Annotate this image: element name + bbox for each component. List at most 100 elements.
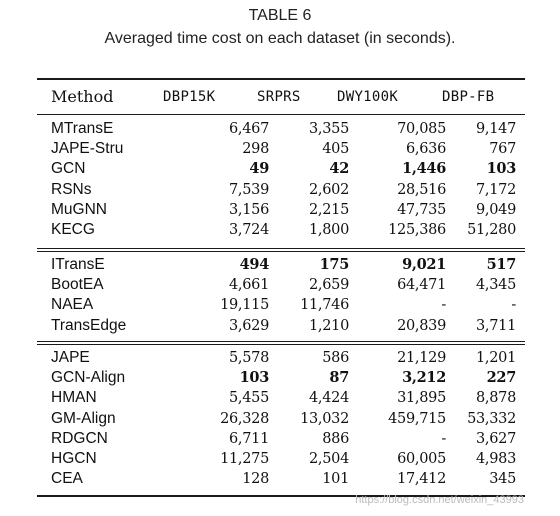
cell-dbp-fb: 53,332 [467,410,516,427]
cell-dwy100k: 9,021 [402,256,446,273]
cell-dbp15k: 49 [249,160,269,178]
table-row: RDGCN 6,711 886 - 3,627 [37,429,525,449]
table-bottom-rule [37,495,525,497]
table-row: HMAN 5,455 4,424 31,895 8,878 [37,388,525,408]
table-group-1: MTransE 6,467 3,355 70,085 9,147 JAPE-Stru 298… [37,119,525,240]
cell-srprs: 2,602 [308,181,349,198]
cell-dbp15k: 4,661 [228,277,269,294]
cell-dbp15k: 6,711 [228,430,269,447]
table-group-rule-1b [37,251,525,252]
header-col-dbp15k: DBP15K [163,89,216,105]
table-row: GCN-Align 103 87 3,212 227 [37,368,525,388]
cell-dwy100k: 1,446 [402,160,446,178]
cell-dbp-fb: 103 [486,160,517,178]
cell-srprs: 405 [322,141,349,158]
cell-dbp15k: 7,539 [228,181,269,198]
cell-dbp-fb: 9,049 [475,201,516,218]
cell-dwy100k: 21,129 [397,350,446,366]
cell-dbp15k: 298 [242,141,269,158]
cell-dbp-fb: 517 [486,256,517,273]
table-group-rule-2b [37,344,525,345]
cell-dbp15k: 103 [239,369,270,387]
table-row: ITransE 494 175 9,021 517 [37,255,525,275]
cell-dbp-fb: 767 [489,141,516,158]
table-group-2: ITransE 494 175 9,021 517 BootEA 4,661 2,659 64,… [37,255,525,336]
cell-dbp-fb: 1,201 [475,350,516,366]
cell-srprs: 42 [329,160,349,178]
method-name: GM-Align [51,409,116,427]
cell-dbp-fb: 9,147 [475,121,516,137]
method-name: BootEA [51,276,104,294]
cell-dwy100k: 28,516 [397,181,446,198]
table-row: CEA 128 101 17,412 345 [37,469,525,489]
cell-dwy100k: - [441,297,446,314]
table-row: JAPE 5,578 586 21,129 1,201 [37,348,525,368]
cell-dbp15k: 11,275 [220,450,269,467]
header-col-srprs: SRPRS [257,89,301,105]
method-name: MuGNN [51,200,107,218]
cell-dwy100k: - [441,430,446,447]
table-row: JAPE-Stru 298 405 6,636 767 [37,139,525,159]
method-name: ITransE [51,256,105,273]
cell-srprs: 4,424 [308,390,349,407]
method-name: RSNs [51,180,92,198]
cell-dbp15k: 494 [239,256,270,273]
method-name: JAPE-Stru [51,140,124,158]
cell-dbp-fb: - [511,297,516,314]
cell-dwy100k: 17,412 [397,471,446,488]
cell-dbp15k: 5,455 [228,390,269,407]
cell-dwy100k: 47,735 [397,201,446,218]
cell-dbp15k: 3,156 [228,201,269,218]
cell-dbp15k: 3,724 [228,221,269,238]
table-row: KECG 3,724 1,800 125,386 51,280 [37,220,525,240]
cell-dbp-fb: 3,711 [475,317,516,334]
header-col-dbp-fb: DBP-FB [442,89,495,105]
method-name: KECG [51,220,95,238]
cell-dwy100k: 3,212 [402,369,446,387]
cell-dbp-fb: 7,172 [475,181,516,198]
cell-dwy100k: 459,715 [388,410,446,427]
cell-dbp15k: 128 [242,471,269,488]
table-row: NAEA 19,115 11,746 - - [37,295,525,315]
table-top-rule [37,78,525,80]
cell-dbp-fb: 51,280 [467,221,516,238]
cell-dwy100k: 70,085 [397,121,446,137]
table-header-rule [37,114,525,115]
method-name: CEA [51,470,83,488]
cell-dbp-fb: 4,983 [475,450,516,467]
cell-dbp-fb: 4,345 [475,277,516,294]
method-name: GCN-Align [51,369,126,387]
cell-dwy100k: 31,895 [397,390,446,407]
cell-srprs: 13,032 [300,410,349,427]
table-header: Method DBP15K SRPRS DWY100K DBP-FB [37,87,525,107]
cell-dbp-fb: 8,878 [475,390,516,407]
cell-dbp15k: 19,115 [220,297,269,314]
table-row: BootEA 4,661 2,659 64,471 4,345 [37,275,525,295]
table-row: GCN 49 42 1,446 103 [37,159,525,179]
cell-dbp15k: 6,467 [228,121,269,137]
method-name: NAEA [51,296,94,314]
cell-srprs: 2,215 [308,201,349,218]
cell-dwy100k: 60,005 [397,450,446,467]
cell-srprs: 87 [329,369,349,387]
method-name: RDGCN [51,429,108,447]
table-row: RSNs 7,539 2,602 28,516 7,172 [37,180,525,200]
header-method: Method [51,87,114,106]
method-name: JAPE [51,349,90,366]
table-row: TransEdge 3,629 1,210 20,839 3,711 [37,316,525,336]
method-name: GCN [51,160,86,178]
cell-srprs: 2,504 [308,450,349,467]
table-row: HGCN 11,275 2,504 60,005 4,983 [37,449,525,469]
table-group-3: JAPE 5,578 586 21,129 1,201 GCN-Align 103 87 3,2… [37,348,525,489]
cell-srprs: 175 [319,256,350,273]
cell-srprs: 1,800 [308,221,349,238]
cell-dwy100k: 6,636 [405,141,446,158]
table-row: GM-Align 26,328 13,032 459,715 53,332 [37,409,525,429]
cell-srprs: 886 [322,430,349,447]
cell-dbp-fb: 345 [489,471,516,488]
watermark: https://blog.csdn.net/weixin_43993 [355,494,524,506]
cell-dwy100k: 125,386 [388,221,446,238]
method-name: HGCN [51,449,97,467]
table-caption-subtitle: Averaged time cost on each dataset (in s… [104,30,456,47]
cell-srprs: 1,210 [308,317,349,334]
